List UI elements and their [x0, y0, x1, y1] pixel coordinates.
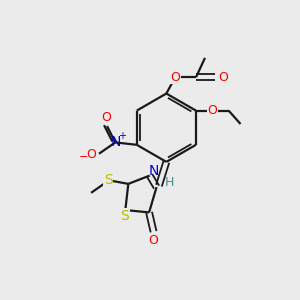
Text: O: O	[170, 71, 180, 84]
Text: +: +	[118, 131, 126, 141]
Text: O: O	[218, 71, 228, 84]
Text: −: −	[79, 152, 88, 162]
Text: S: S	[120, 209, 129, 223]
Text: O: O	[207, 104, 217, 117]
Text: N: N	[149, 164, 159, 178]
Text: O: O	[148, 234, 158, 247]
Text: O: O	[101, 111, 111, 124]
Text: S: S	[104, 173, 113, 187]
Text: N: N	[110, 135, 121, 149]
Text: O: O	[87, 148, 97, 161]
Text: H: H	[165, 176, 174, 189]
